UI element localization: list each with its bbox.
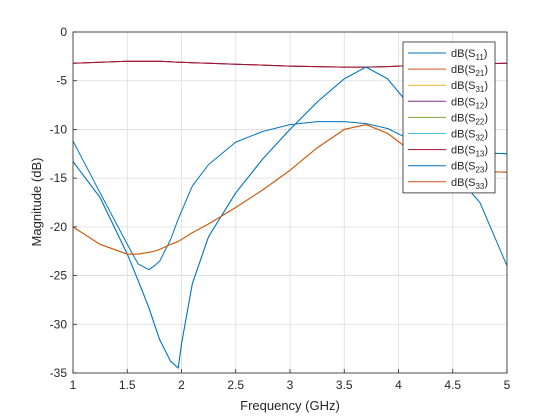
x-tick-label: 3 — [287, 378, 294, 392]
legend-label-s13: dB(S13) — [451, 145, 488, 159]
y-tick-label: -30 — [50, 317, 68, 331]
legend-label-base: dB(S — [451, 64, 475, 76]
legend-label-subscript: 11 — [475, 53, 484, 62]
legend-label-close: ) — [484, 80, 488, 92]
legend-label-close: ) — [484, 145, 488, 157]
legend-label-close: ) — [484, 96, 488, 108]
legend-label-subscript: 32 — [475, 134, 484, 143]
x-tick-label: 2 — [178, 378, 185, 392]
legend-label-base: dB(S — [451, 48, 475, 60]
legend-label-close: ) — [484, 161, 488, 173]
legend-label-subscript: 33 — [475, 182, 484, 191]
legend-label-base: dB(S — [451, 161, 475, 173]
legend-label-subscript: 31 — [475, 85, 484, 94]
legend-label-s31: dB(S31) — [451, 80, 488, 94]
legend-label-close: ) — [484, 48, 488, 60]
legend-label-base: dB(S — [451, 177, 475, 189]
y-axis-ticks: 0 -5 -10 -15 -20 -25 -30 -35 — [50, 25, 77, 380]
legend: dB(S11)dB(S21)dB(S31)dB(S12)dB(S22)dB(S3… — [402, 41, 496, 194]
legend-label-close: ) — [484, 177, 488, 189]
x-tick-label: 4 — [395, 378, 402, 392]
legend-label-subscript: 13 — [475, 150, 484, 159]
legend-label-base: dB(S — [451, 96, 475, 108]
y-tick-label: -10 — [50, 122, 68, 136]
legend-label-subscript: 21 — [475, 69, 484, 78]
x-axis-ticks: 1 1.5 2 2.5 3 3.5 4 4.5 5 — [70, 369, 511, 392]
x-tick-label: 3.5 — [336, 378, 353, 392]
legend-label-s32: dB(S32) — [451, 129, 488, 143]
y-tick-label: -35 — [50, 366, 68, 380]
x-axis-label: Frequency (GHz) — [240, 398, 340, 413]
x-tick-label: 1.5 — [119, 378, 136, 392]
legend-label-base: dB(S — [451, 129, 475, 141]
y-tick-label: -25 — [50, 269, 68, 283]
legend-label-s23: dB(S23) — [451, 161, 488, 175]
y-tick-label: -5 — [56, 74, 67, 88]
legend-label-base: dB(S — [451, 112, 475, 124]
legend-label-subscript: 22 — [475, 117, 484, 126]
legend-label-subscript: 23 — [475, 166, 484, 175]
y-axis-label: Magnitude (dB) — [29, 158, 44, 247]
x-tick-label: 4.5 — [444, 378, 461, 392]
y-tick-label: -15 — [50, 171, 68, 185]
legend-label-s22: dB(S22) — [451, 112, 488, 126]
y-tick-label: 0 — [60, 25, 67, 39]
legend-label-close: ) — [484, 112, 488, 124]
legend-label-s11: dB(S11) — [451, 48, 487, 62]
legend-label-base: dB(S — [451, 80, 475, 92]
legend-label-s33: dB(S33) — [451, 177, 488, 191]
x-tick-label: 2.5 — [227, 378, 244, 392]
legend-label-close: ) — [484, 64, 488, 76]
legend-label-base: dB(S — [451, 145, 475, 157]
x-tick-label: 5 — [504, 378, 511, 392]
legend-label-s12: dB(S12) — [451, 96, 488, 110]
y-tick-label: -20 — [50, 220, 68, 234]
x-tick-label: 1 — [70, 378, 77, 392]
legend-label-close: ) — [484, 129, 488, 141]
legend-label-subscript: 12 — [475, 101, 484, 110]
legend-label-s21: dB(S21) — [451, 64, 488, 78]
